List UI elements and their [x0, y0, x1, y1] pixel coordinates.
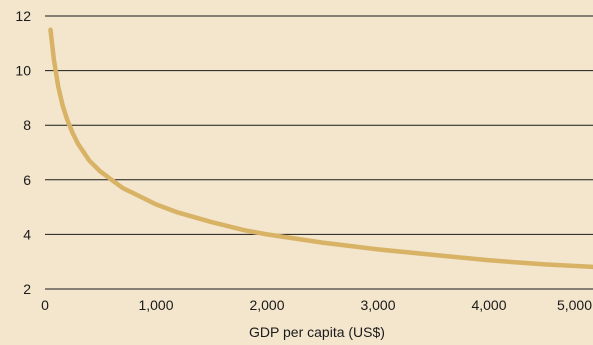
x-tick-label: 4,000: [471, 297, 506, 313]
x-tick-label: 1,000: [138, 297, 173, 313]
y-tick-label: 4: [23, 226, 31, 242]
y-tick-label: 8: [23, 117, 31, 133]
gridlines: [45, 15, 593, 290]
x-axis-title: GDP per capita (US$): [249, 324, 385, 340]
x-tick-label: 2,000: [249, 297, 284, 313]
y-tick-label: 6: [23, 172, 31, 188]
x-tick-label: 5,000: [557, 297, 592, 313]
y-tick-label: 12: [15, 8, 31, 24]
x-axis-tick-labels: 0 1,000 2,000 3,000 4,000 5,000: [41, 297, 592, 313]
y-tick-label: 10: [15, 63, 31, 79]
x-tick-label: 3,000: [360, 297, 395, 313]
series-group: [48, 27, 593, 270]
series-line-0: [48, 27, 593, 270]
x-tick-label: 0: [41, 297, 49, 313]
y-axis-tick-labels: 2 4 6 8 10 12: [15, 8, 31, 297]
y-tick-label: 2: [23, 281, 31, 297]
